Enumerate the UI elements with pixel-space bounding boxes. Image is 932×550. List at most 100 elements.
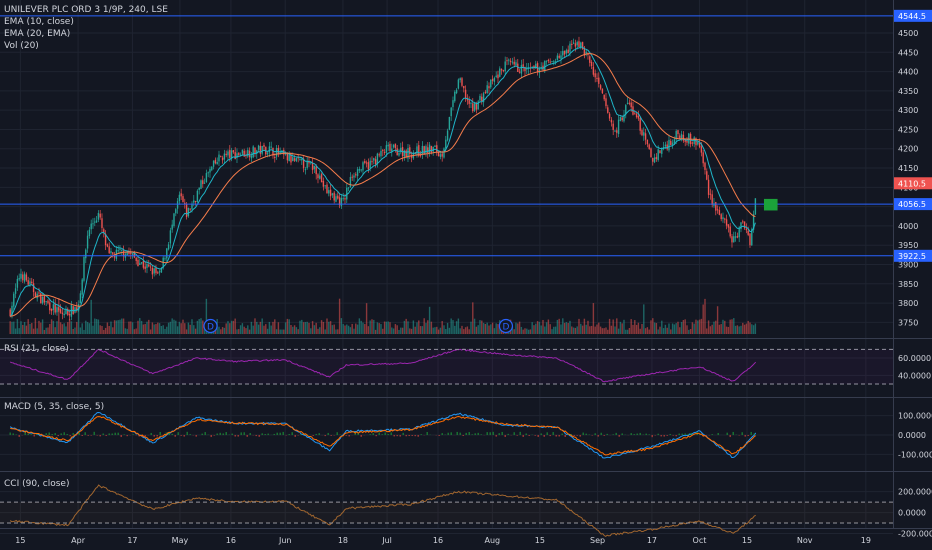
volume-bar xyxy=(281,329,283,334)
volume-bar xyxy=(67,322,69,334)
rsi-title[interactable]: RSI (21, close) xyxy=(4,344,69,354)
volume-bar xyxy=(63,323,65,334)
level-label: 3922.5 xyxy=(898,252,926,261)
candle-body xyxy=(20,273,22,279)
volume-bar xyxy=(558,318,560,334)
macd-histogram-bar xyxy=(372,433,374,435)
horizontal-levels[interactable] xyxy=(0,15,893,257)
volume-bar xyxy=(162,325,164,334)
candle-body xyxy=(497,74,499,79)
volume-bar xyxy=(304,322,307,334)
candle-body xyxy=(376,153,379,165)
candle-body xyxy=(475,103,478,110)
volume-bar xyxy=(410,328,413,334)
level-label: 4544.5 xyxy=(898,12,926,21)
study-ema10[interactable]: EMA (10, close) xyxy=(4,17,74,27)
study-volume[interactable]: Vol (20) xyxy=(4,41,39,51)
price-axis-tick-label: 3750 xyxy=(898,318,918,327)
macd-histogram-bar xyxy=(726,432,728,435)
volume-bar xyxy=(666,327,668,334)
volume-bar xyxy=(619,321,622,334)
volume-bar xyxy=(576,326,578,334)
macd-histogram-bar xyxy=(240,432,242,435)
macd-title[interactable]: MACD (5, 35, close, 5) xyxy=(4,402,105,412)
macd-pane xyxy=(9,411,757,459)
cci-title[interactable]: CCI (90, close) xyxy=(4,479,70,489)
volume-bar xyxy=(88,323,91,334)
volume-bar xyxy=(311,321,314,334)
volume-bar xyxy=(565,322,568,334)
volume-bar xyxy=(511,326,514,334)
volume-bar xyxy=(686,325,688,334)
volume-bar xyxy=(401,327,404,334)
volume-bar xyxy=(254,318,256,334)
candle-body xyxy=(11,305,13,316)
candle-body xyxy=(700,146,703,153)
candle-body xyxy=(526,68,528,70)
candle-body xyxy=(473,103,476,111)
candle-body xyxy=(428,144,431,154)
candle-body xyxy=(333,192,335,201)
volume-bar xyxy=(243,326,245,334)
macd-histogram-bar xyxy=(375,434,377,437)
volume-bar xyxy=(738,326,740,334)
candle-body xyxy=(394,143,397,149)
volume-bar xyxy=(61,324,64,334)
volume-bar xyxy=(103,329,105,334)
volume-bar xyxy=(391,327,393,334)
time-axis-tick-label: Apr xyxy=(71,536,86,545)
time-axis-tick-label: Oct xyxy=(693,536,707,545)
candle-body xyxy=(90,223,92,230)
candle-body xyxy=(196,190,199,202)
volume-bar xyxy=(607,329,609,334)
volume-bar xyxy=(157,322,159,334)
macd-histogram-bar xyxy=(645,433,647,435)
volume-bar xyxy=(72,328,74,334)
study-ema20[interactable]: EMA (20, EMA) xyxy=(4,29,71,39)
macd-histogram-bar xyxy=(450,432,452,435)
macd-histogram-bar xyxy=(402,432,404,435)
volume-bar xyxy=(655,322,658,334)
candle-body xyxy=(108,246,110,254)
volume-bar xyxy=(65,326,67,334)
macd-histogram-bar xyxy=(291,432,293,435)
macd-histogram-bar xyxy=(672,434,674,436)
time-axis-tick-label: 17 xyxy=(647,536,657,545)
candle-body xyxy=(317,174,319,179)
cci-axis-tick-label: 200.0000 xyxy=(898,488,932,497)
volume-bar xyxy=(59,322,62,334)
volume-bar xyxy=(137,320,139,334)
candle-body xyxy=(648,144,650,149)
macd-histogram-bar xyxy=(456,431,458,435)
candle-body xyxy=(157,272,159,274)
macd-histogram-bar xyxy=(69,434,71,437)
macd-histogram-bar xyxy=(414,434,416,437)
volume-bar xyxy=(434,327,436,334)
candle-body xyxy=(668,139,670,151)
volume-bar xyxy=(360,320,362,334)
candle-body xyxy=(455,89,458,94)
candle-body xyxy=(711,194,713,205)
candle-body xyxy=(367,162,370,170)
volume-bar xyxy=(445,329,447,334)
volume-bar xyxy=(358,318,361,334)
volume-bar xyxy=(338,298,341,334)
candle-body xyxy=(729,226,731,237)
volume-bar xyxy=(599,326,602,334)
candle-body xyxy=(331,193,334,196)
candle-body xyxy=(661,148,663,154)
volume-bar xyxy=(653,322,656,334)
macd-histogram-bar xyxy=(12,433,14,435)
candle-body xyxy=(704,162,706,170)
volume-bar xyxy=(101,325,103,334)
candle-body xyxy=(248,150,251,158)
macd-histogram-bar xyxy=(741,432,743,435)
volume-bar xyxy=(734,325,737,334)
time-axis-tick-label: 15 xyxy=(742,536,752,545)
volume-bar xyxy=(261,318,263,334)
candle-body xyxy=(518,71,521,73)
candle-body xyxy=(463,85,465,89)
volume-bar xyxy=(725,326,728,334)
macd-histogram-bar xyxy=(663,434,665,437)
